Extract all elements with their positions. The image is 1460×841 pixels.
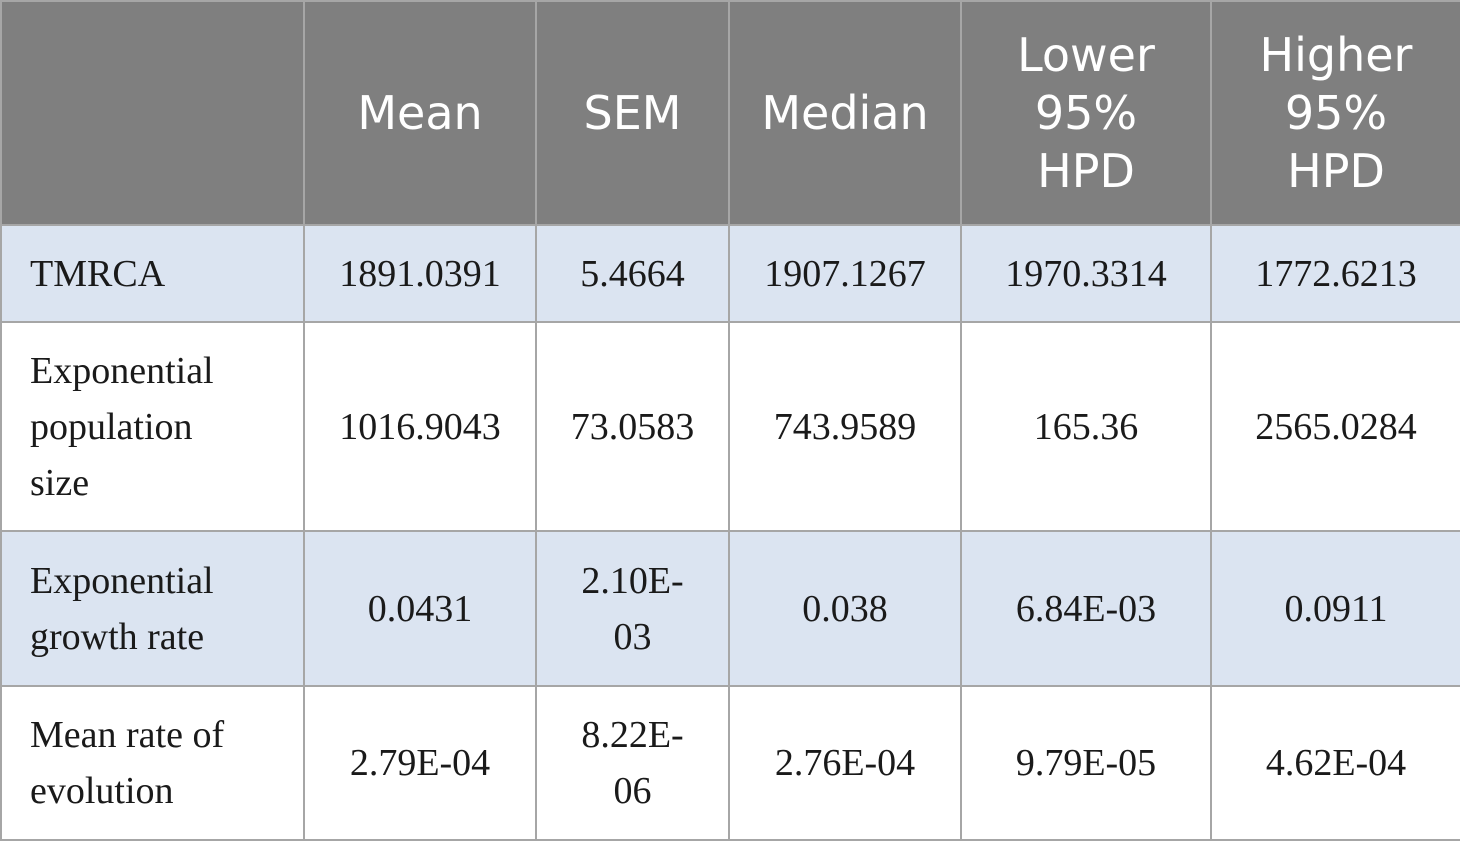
cell-higher-hpd: 2565.0284 xyxy=(1210,321,1460,532)
header-median: Median xyxy=(728,0,962,226)
row-label: TMRCA xyxy=(0,224,305,323)
cell-lower-hpd: 9.79E-05 xyxy=(960,685,1212,841)
cell-lower-hpd: 1970.3314 xyxy=(960,224,1212,323)
cell-sem: 8.22E- 06 xyxy=(535,685,730,841)
cell-mean: 2.79E-04 xyxy=(303,685,537,841)
cell-higher-hpd: 1772.6213 xyxy=(1210,224,1460,323)
table-row: Mean rate of evolution 2.79E-04 8.22E- 0… xyxy=(0,685,1460,841)
cell-mean: 1016.9043 xyxy=(303,321,537,532)
header-mean: Mean xyxy=(303,0,537,226)
table-header-row: Mean SEM Median Lower 95% HPD Higher 95%… xyxy=(0,0,1460,226)
cell-mean: 1891.0391 xyxy=(303,224,537,323)
row-label: Exponential growth rate xyxy=(0,530,305,687)
cell-median: 743.9589 xyxy=(728,321,962,532)
cell-median: 1907.1267 xyxy=(728,224,962,323)
cell-median: 2.76E-04 xyxy=(728,685,962,841)
table-row: TMRCA 1891.0391 5.4664 1907.1267 1970.33… xyxy=(0,224,1460,323)
header-lower-95-hpd: Lower 95% HPD xyxy=(960,0,1212,226)
cell-median: 0.038 xyxy=(728,530,962,687)
cell-sem: 5.4664 xyxy=(535,224,730,323)
row-label: Mean rate of evolution xyxy=(0,685,305,841)
cell-sem: 2.10E- 03 xyxy=(535,530,730,687)
header-sem: SEM xyxy=(535,0,730,226)
cell-lower-hpd: 6.84E-03 xyxy=(960,530,1212,687)
header-higher-95-hpd: Higher 95% HPD xyxy=(1210,0,1460,226)
header-cell-empty xyxy=(0,0,305,226)
cell-higher-hpd: 0.0911 xyxy=(1210,530,1460,687)
table-row: Exponential population size 1016.9043 73… xyxy=(0,321,1460,532)
table-row: Exponential growth rate 0.0431 2.10E- 03… xyxy=(0,530,1460,687)
cell-mean: 0.0431 xyxy=(303,530,537,687)
row-label: Exponential population size xyxy=(0,321,305,532)
cell-lower-hpd: 165.36 xyxy=(960,321,1212,532)
cell-higher-hpd: 4.62E-04 xyxy=(1210,685,1460,841)
cell-sem: 73.0583 xyxy=(535,321,730,532)
